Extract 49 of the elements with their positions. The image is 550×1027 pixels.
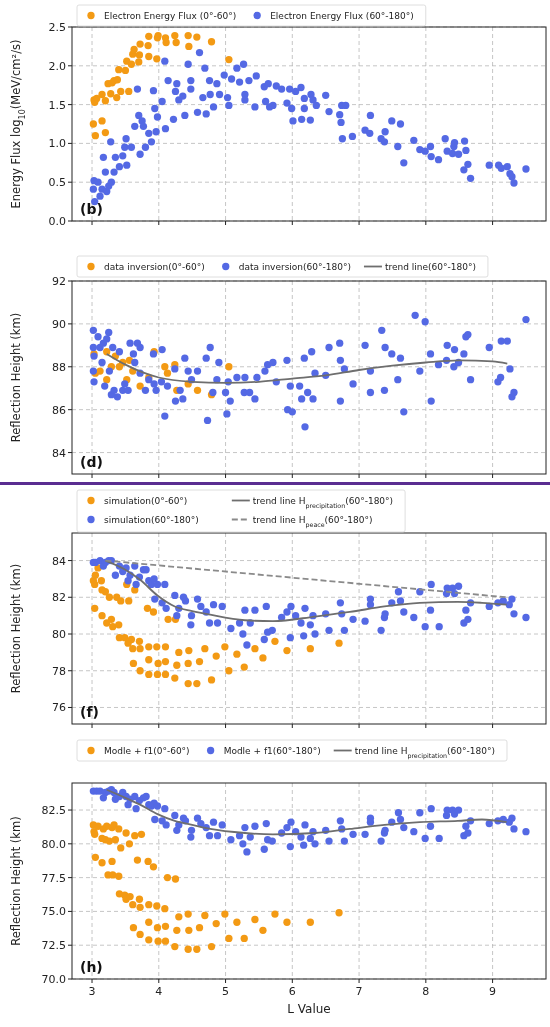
y-tick-label: 1.5: [48, 98, 66, 112]
y-axis-title: Reflection Height (km): [9, 816, 23, 946]
y-tick-label: 72.5: [41, 939, 66, 953]
y-axis-title: Reflection Height (km): [9, 312, 23, 443]
legend-label: Electron Energy Flux (60°-180°): [270, 10, 414, 21]
annotation: (d): [80, 454, 103, 470]
x-tick-label: 3: [88, 985, 96, 998]
y-tick-label: 88: [52, 360, 66, 374]
x-axis-title: L Value: [287, 1002, 331, 1016]
y-tick-label: 0.5: [48, 176, 66, 190]
annotation: (f): [80, 704, 99, 720]
legend-label: trend line H$_{precipitation}$(60°-180°): [354, 745, 495, 760]
y-tick-label: 84: [52, 446, 66, 460]
y-tick-label: 2.5: [48, 21, 66, 34]
y-tick-label: 86: [52, 403, 66, 417]
y-tick-label: 82: [52, 591, 66, 605]
legend-label: Electron Energy Flux (0°-60°): [104, 10, 237, 21]
legend-label: simulation(0°-60°): [104, 495, 188, 506]
x-tick-label: 4: [155, 985, 163, 998]
y-tick-label: 90: [52, 317, 66, 331]
x-tick-label: 8: [422, 985, 430, 998]
y-tick-label: 84: [52, 554, 66, 568]
legend-label: Modle + f1(60°-180°): [223, 745, 321, 756]
y-tick-label: 80: [52, 628, 66, 642]
legend-label: Modle + f1(0°-60°): [104, 745, 190, 756]
legend-label: data inversion(0°-60°): [104, 261, 205, 272]
legend-label: simulation(60°-180°): [104, 514, 199, 525]
y-tick-label: 1.0: [48, 137, 66, 151]
annotation: (h): [80, 959, 103, 975]
x-tick-label: 6: [288, 985, 296, 998]
x-tick-label: 7: [355, 985, 363, 998]
x-tick-label: 9: [489, 985, 497, 998]
y-tick-label: 80.0: [41, 837, 66, 851]
y-tick-label: 2.0: [48, 59, 66, 73]
x-tick-label: 5: [222, 985, 230, 998]
legend-label: trend line H$_{precipitation}$(60°-180°): [252, 495, 394, 510]
y-tick-label: 77.5: [41, 871, 66, 885]
y-tick-label: 70.0: [41, 973, 66, 986]
legend-label: trend line H$_{peace}$(60°-180°): [252, 514, 373, 529]
y-tick-label: 82.5: [41, 804, 66, 818]
annotation: (b): [80, 201, 103, 217]
y-tick-label: 0.0: [48, 215, 66, 228]
legend-label: data inversion(60°-180°): [238, 261, 351, 272]
y-tick-label: 76: [52, 701, 66, 715]
y-axis-title: Reflection Height (km): [9, 563, 23, 694]
y-tick-label: 92: [52, 275, 66, 288]
y-tick-label: 75.0: [41, 905, 66, 919]
legend-label: trend line(60°-180°): [384, 261, 476, 272]
y-tick-label: 78: [52, 664, 66, 678]
